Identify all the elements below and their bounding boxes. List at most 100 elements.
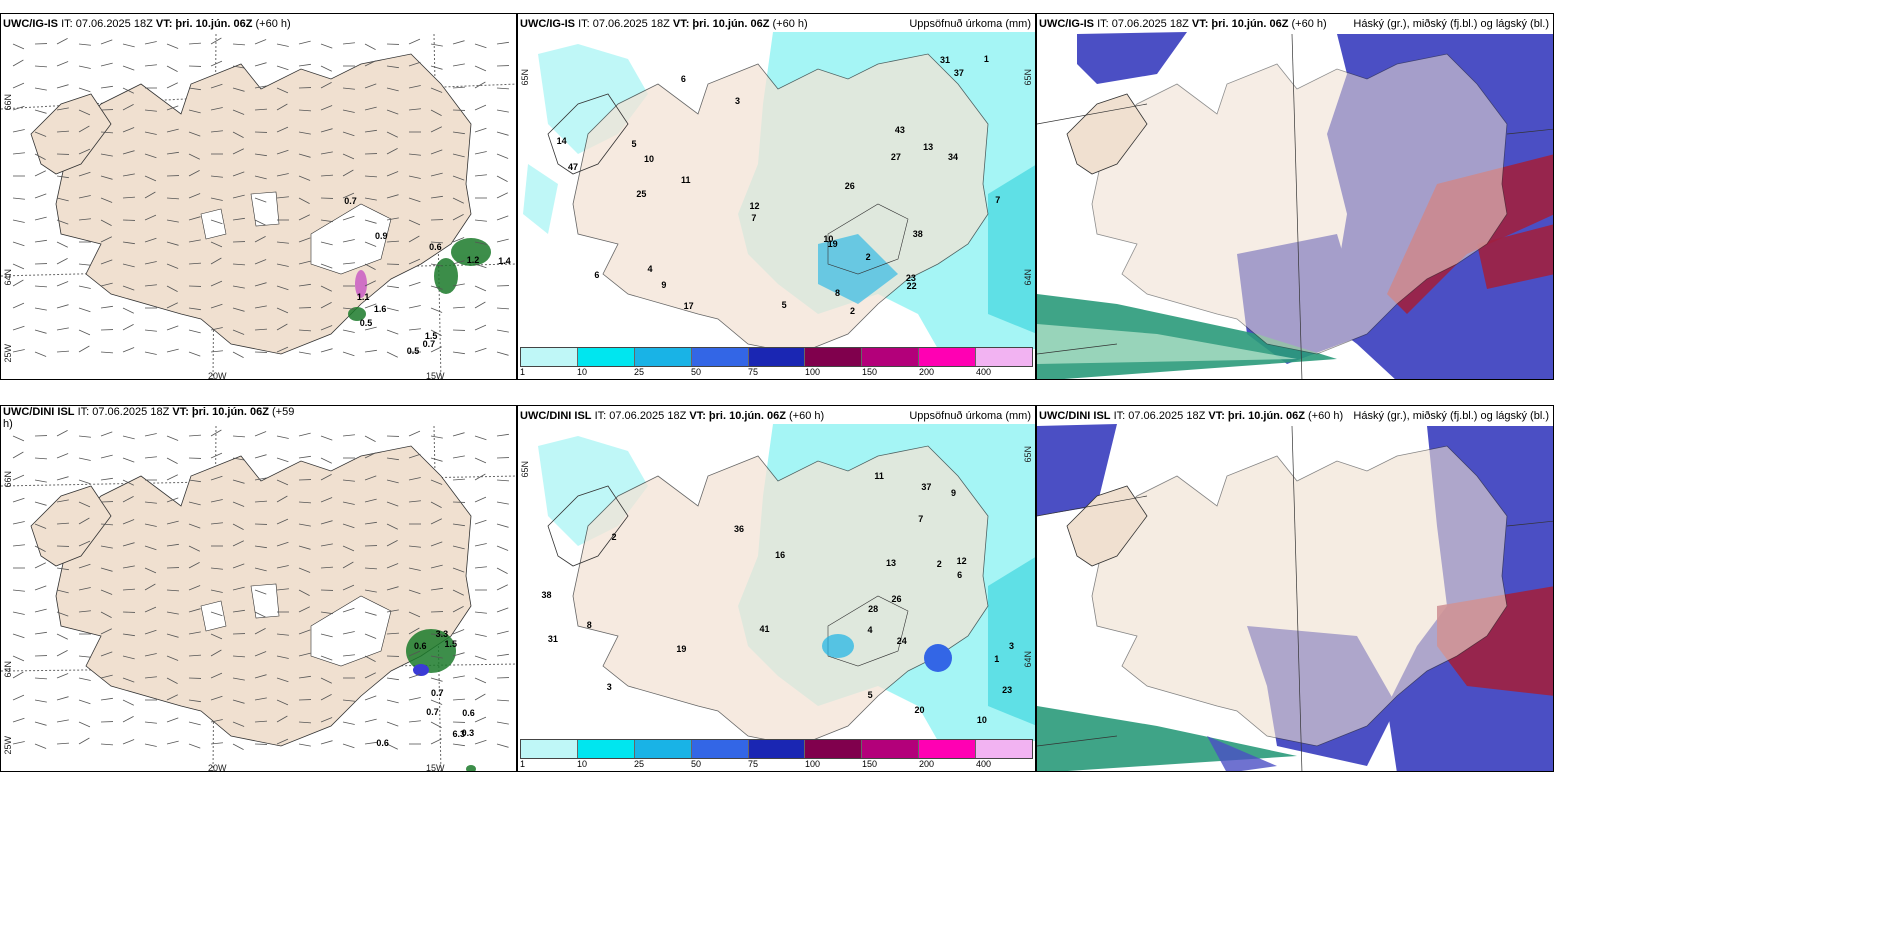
wind-barb [122,542,135,547]
wind-barb [34,65,47,68]
map-value-label: 1 [994,654,1000,665]
wind-barb [364,241,377,247]
map-value-label: 22 [906,280,917,291]
wind-barb [430,195,443,199]
wind-barb [144,153,157,159]
map-value-label: 24 [896,635,907,646]
iceland-land [30,53,472,355]
wind-barb [122,739,135,745]
wind-barb [276,541,289,547]
wind-barb [430,149,443,155]
wind-barb [166,285,178,292]
wind-barb [342,607,355,613]
wind-barb [474,127,487,133]
wind-barb [254,62,267,67]
wind-barb [56,350,69,353]
wind-barb [320,302,332,309]
wind-barb [34,87,47,91]
wind-barb [166,474,178,481]
wind-barb [364,175,377,178]
map-value-label: 8 [835,288,841,299]
wind-barb [320,105,333,111]
wind-barb [430,172,443,177]
wind-barb [188,654,201,657]
wind-barb [254,153,267,157]
map-value-label: 2 [865,252,871,263]
map-value-label: 26 [844,181,855,192]
map-value-label: 19 [676,644,687,655]
wind-barb [56,476,69,481]
wind-barb [254,259,267,265]
wind-barb [386,632,399,635]
wind-barb [12,521,25,525]
wind-barb [364,106,377,111]
wind-barb [12,497,25,503]
colorbar-label: 400 [976,759,992,769]
wind-barb [298,629,311,635]
wind-barb [188,501,201,506]
wind-barb [56,61,69,67]
wind-barb [144,433,157,437]
wind-barb [452,131,465,135]
wind-barb [342,721,355,725]
wind-barb [364,43,376,50]
wind-barb [100,259,113,265]
wind-barb [364,521,377,525]
colorbar-cell [976,348,1033,366]
wind-barb [474,347,487,353]
wind-barb [430,285,443,290]
wind-barb [276,103,288,111]
wind-barb [56,633,68,640]
wind-barb [210,60,223,67]
wind-barb [496,523,509,528]
wind-barb [276,699,289,706]
wind-barb [430,329,442,336]
wind-barb [276,87,289,94]
colorbar-label: 10 [577,759,588,769]
wind-barb [78,109,91,116]
wind-barb [210,327,223,331]
colorbar-cell [577,348,635,366]
map-value-label: 0.6 [413,640,427,651]
wind-barb [364,435,376,442]
wind-barbs-top [12,37,510,358]
wind-barb [276,633,289,636]
colorbar: 1 10 25 50 75 100 150 200 400 [520,347,1033,377]
wind-barb [386,194,399,199]
wind-barb [276,285,289,291]
wind-barb [430,587,443,591]
wind-barb [78,610,91,613]
panel-subtitle: Uppsöfnuð úrkoma (mm) [909,410,1031,422]
wind-barb [34,608,47,613]
map-wind-top [1,33,516,379]
wind-barb [144,131,157,135]
wind-barb [474,566,487,569]
wind-barb [254,611,266,618]
wind-barb [474,43,487,49]
wind-barb [452,283,465,287]
wind-barb [232,263,245,266]
wind-barb [78,677,91,681]
wind-barb [408,453,421,459]
wind-barb [166,677,178,684]
wind-barb [474,435,487,441]
map-value-label: 19 [827,238,838,249]
wind-barb [254,197,267,203]
wind-barb [56,281,69,287]
wind-barb [210,257,222,265]
wind-barb [232,171,245,177]
wind-barb [452,351,465,355]
wind-barb [144,237,157,243]
wind-barb [122,43,135,48]
wind-barb [364,60,376,67]
wind-barb [386,351,398,358]
wind-barb [320,82,332,89]
wind-barb [232,351,244,358]
wind-barb [386,109,399,115]
wind-barb [144,109,157,112]
wind-barb [12,451,24,459]
lat-label: 65N [1023,69,1033,86]
wind-barb [342,239,355,243]
wind-barb [232,435,245,438]
wind-barb [474,633,487,637]
